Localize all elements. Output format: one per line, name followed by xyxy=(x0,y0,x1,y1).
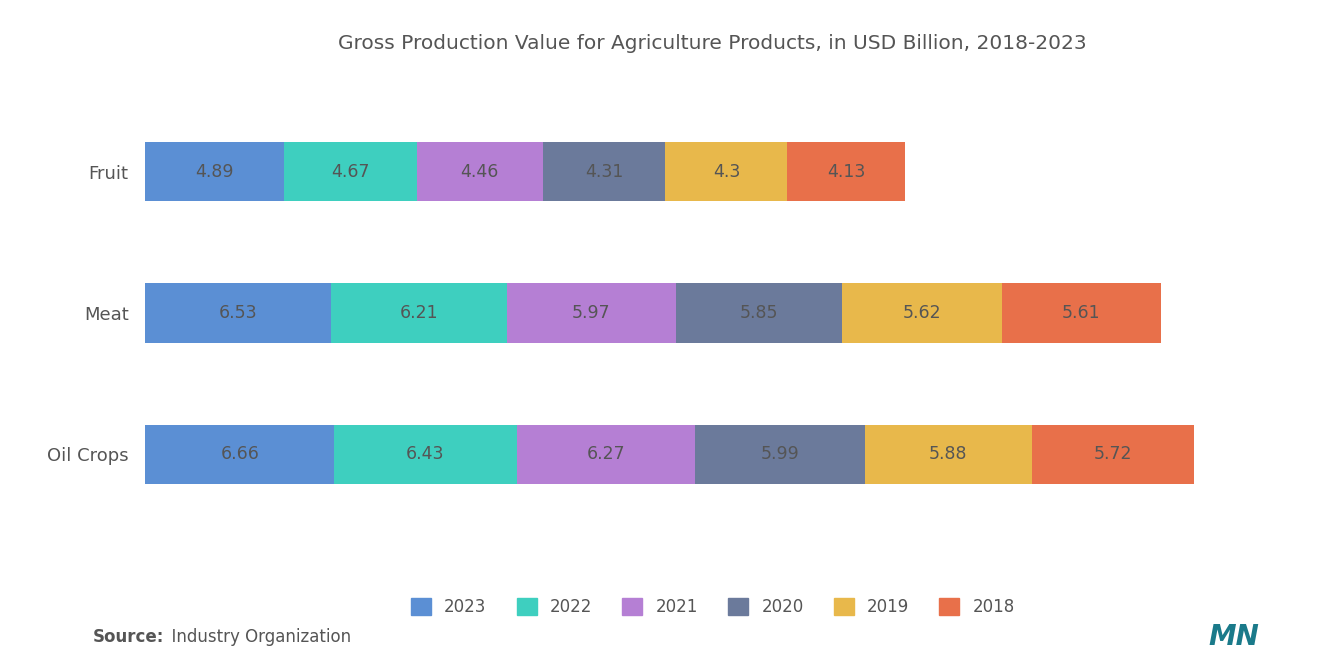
Text: 4.89: 4.89 xyxy=(195,163,234,181)
Bar xyxy=(284,142,417,201)
Bar xyxy=(1002,283,1160,342)
Text: 5.62: 5.62 xyxy=(903,304,941,322)
Bar xyxy=(417,142,543,201)
Text: 6.43: 6.43 xyxy=(407,446,445,464)
Text: Source:: Source: xyxy=(92,628,164,646)
Text: Industry Organization: Industry Organization xyxy=(161,628,351,646)
Text: 5.97: 5.97 xyxy=(572,304,611,322)
Bar xyxy=(1031,424,1193,484)
Bar xyxy=(676,283,842,342)
Text: 5.99: 5.99 xyxy=(760,446,799,464)
Bar xyxy=(145,142,284,201)
Bar xyxy=(516,424,694,484)
Bar xyxy=(507,283,676,342)
Bar xyxy=(145,424,334,484)
Bar xyxy=(788,142,904,201)
Bar xyxy=(694,424,865,484)
Bar xyxy=(145,283,330,342)
Text: 6.66: 6.66 xyxy=(220,446,259,464)
Text: 4.13: 4.13 xyxy=(826,163,865,181)
Text: 6.21: 6.21 xyxy=(400,304,438,322)
Text: 6.27: 6.27 xyxy=(586,446,624,464)
Text: 5.85: 5.85 xyxy=(741,304,779,322)
Text: 5.61: 5.61 xyxy=(1063,304,1101,322)
Text: 5.72: 5.72 xyxy=(1093,446,1133,464)
Title: Gross Production Value for Agriculture Products, in USD Billion, 2018-2023: Gross Production Value for Agriculture P… xyxy=(338,34,1088,53)
Text: 4.3: 4.3 xyxy=(713,163,741,181)
Text: 4.46: 4.46 xyxy=(461,163,499,181)
Bar xyxy=(865,424,1031,484)
Bar xyxy=(665,142,788,201)
Bar xyxy=(330,283,507,342)
Bar xyxy=(842,283,1002,342)
Text: MN: MN xyxy=(1209,623,1259,651)
Bar xyxy=(543,142,665,201)
Legend: 2023, 2022, 2021, 2020, 2019, 2018: 2023, 2022, 2021, 2020, 2019, 2018 xyxy=(404,592,1022,623)
Text: 5.88: 5.88 xyxy=(929,446,968,464)
Bar xyxy=(334,424,516,484)
Text: 4.31: 4.31 xyxy=(585,163,623,181)
Text: 6.53: 6.53 xyxy=(219,304,257,322)
Text: 4.67: 4.67 xyxy=(331,163,370,181)
